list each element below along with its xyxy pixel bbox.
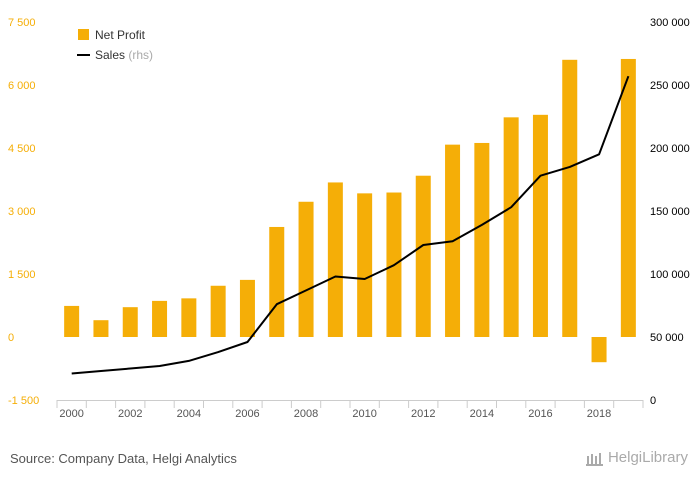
x-tick-label: 2008 (294, 408, 318, 420)
y-left-tick-label: 4 500 (8, 143, 36, 155)
x-tick-label: 2014 (470, 408, 494, 420)
bar-net-profit (415, 175, 431, 337)
bar-net-profit (122, 307, 138, 337)
y-right-tick-label: 50 000 (650, 332, 684, 344)
y-left-tick-label: -1 500 (8, 395, 39, 407)
legend-swatch-net-profit (78, 29, 89, 40)
legend-label-sales-suffix: (rhs) (128, 48, 153, 62)
x-tick-label: 2000 (59, 408, 83, 420)
legend-label-sales: Sales (rhs) (95, 48, 153, 62)
y-right-tick-label: 150 000 (650, 206, 690, 218)
y-left-tick-label: 6 000 (8, 80, 36, 92)
y-left-tick-label: 0 (8, 332, 14, 344)
y-right-tick-label: 0 (650, 395, 656, 407)
bar-net-profit (562, 59, 578, 338)
bar-net-profit (152, 300, 168, 337)
logo-text: HelgiLibrary (607, 449, 688, 466)
y-left-tick-label: 3 000 (8, 206, 36, 218)
bar-net-profit (327, 182, 343, 337)
x-tick-label: 2010 (352, 408, 376, 420)
x-tick-label: 2006 (235, 408, 259, 420)
bar-net-profit (620, 58, 636, 338)
y-left-tick-label: 7 500 (8, 17, 36, 29)
line-sales (71, 75, 630, 375)
y-left-tick-label: 1 500 (8, 269, 36, 281)
helgi-library-logo[interactable]: HelgiLibrary (585, 449, 688, 466)
bar-net-profit (298, 201, 314, 337)
x-tick-label: 2016 (528, 408, 552, 420)
bar-net-profit (210, 285, 226, 337)
footer (0, 438, 700, 483)
bar-net-profit (64, 305, 80, 337)
y-right-tick-label: 250 000 (650, 80, 690, 92)
bar-net-profit (357, 193, 373, 337)
y-right-tick-label: 200 000 (650, 143, 690, 155)
bar-net-profit (93, 320, 109, 337)
legend-label-sales-name: Sales (95, 48, 128, 62)
bar-net-profit (239, 279, 255, 337)
x-tick-label: 2004 (177, 408, 201, 420)
source-note: Source: Company Data, Helgi Analytics (10, 451, 237, 466)
x-tick-label: 2012 (411, 408, 435, 420)
y-right-tick-label: 100 000 (650, 269, 690, 281)
bar-net-profit (591, 337, 607, 363)
legend-label-net-profit: Net Profit (95, 28, 146, 42)
library-icon (585, 452, 603, 466)
bar-net-profit (269, 226, 285, 337)
bar-net-profit (474, 142, 490, 337)
bar-net-profit (503, 117, 519, 337)
x-tick-label: 2018 (587, 408, 611, 420)
x-tick-label: 2002 (118, 408, 142, 420)
bar-net-profit (181, 298, 197, 337)
y-right-tick-label: 300 000 (650, 17, 690, 29)
bar-net-profit (532, 114, 548, 337)
